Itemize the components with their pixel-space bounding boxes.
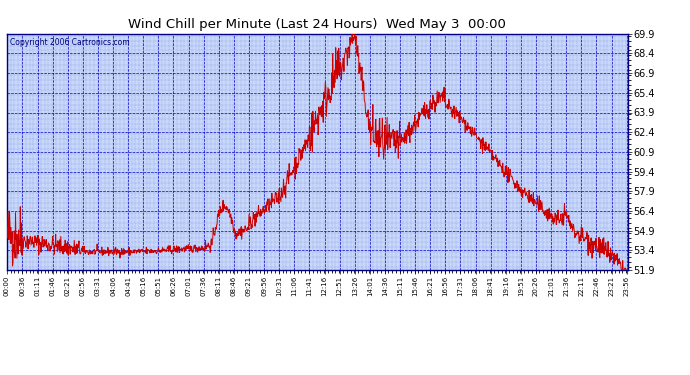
Title: Wind Chill per Minute (Last 24 Hours)  Wed May 3  00:00: Wind Chill per Minute (Last 24 Hours) We…: [128, 18, 506, 31]
Text: Copyright 2006 Cartronics.com: Copyright 2006 Cartronics.com: [10, 39, 130, 48]
